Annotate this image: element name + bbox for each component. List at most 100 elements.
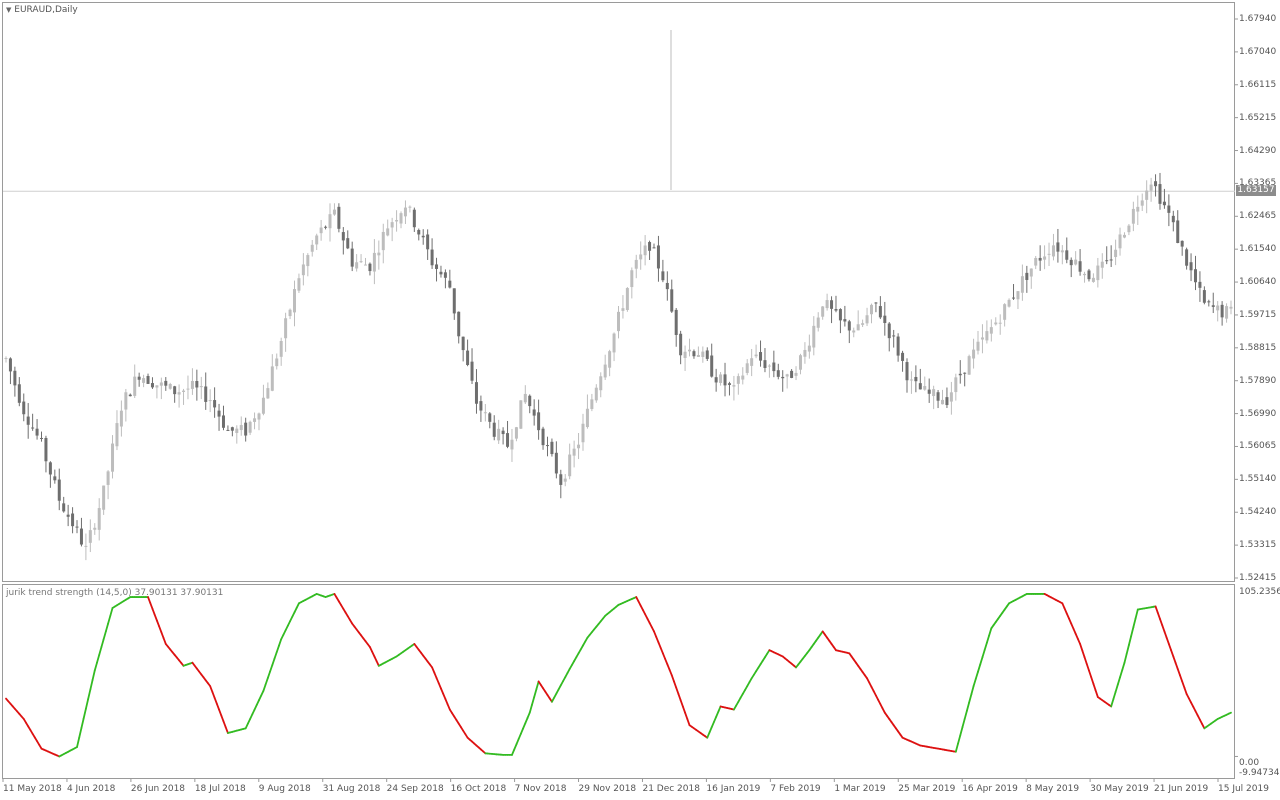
- candle-body: [306, 255, 310, 267]
- indicator-segment: [211, 691, 216, 699]
- indicator-segment: [266, 670, 271, 679]
- candle-body: [634, 259, 638, 269]
- date-tick-label: 25 Mar 2019: [898, 784, 956, 794]
- indicator-segment: [442, 692, 447, 700]
- candle-body: [44, 437, 48, 462]
- candle-body: [812, 325, 816, 348]
- candle-body: [736, 376, 740, 384]
- candle-body: [927, 389, 931, 394]
- candle-body: [1171, 215, 1175, 223]
- candle-body: [359, 261, 363, 263]
- price-tick-label: 1.67040: [1239, 46, 1277, 57]
- price-tick-label: 1.63365: [1239, 178, 1277, 189]
- indicator-segment: [215, 702, 220, 711]
- candle-body: [310, 244, 314, 252]
- candle-body: [674, 309, 678, 335]
- candle-body: [301, 264, 305, 276]
- indicator-segment: [686, 718, 691, 727]
- candle-body: [1118, 234, 1122, 249]
- candle-body: [1216, 305, 1220, 311]
- candle-body: [124, 392, 128, 410]
- candle-body: [1038, 257, 1042, 261]
- indicator-segment: [1132, 617, 1137, 629]
- candle-body: [443, 272, 447, 278]
- price-chart-pane[interactable]: [2, 2, 1235, 582]
- indicator-segment: [675, 686, 680, 695]
- candle-body: [892, 335, 896, 337]
- candle-body: [71, 513, 75, 527]
- candle-body: [435, 264, 439, 269]
- candle-body: [1091, 277, 1095, 282]
- indicator-segment: [269, 664, 274, 673]
- date-tick-label: 15 Jul 2019: [1218, 784, 1269, 794]
- candle-body: [40, 437, 44, 439]
- indicator-segment: [1128, 635, 1133, 646]
- candle-body: [248, 421, 252, 433]
- indicator-segment: [513, 743, 518, 751]
- candle-body: [128, 394, 132, 397]
- candle-body: [213, 400, 217, 408]
- candle-body: [869, 304, 873, 315]
- candle-body: [497, 428, 501, 441]
- indicator-segment: [708, 726, 713, 734]
- candle-body: [1122, 234, 1126, 238]
- candle-body: [399, 213, 403, 224]
- candle-body: [608, 351, 612, 368]
- candle-body: [630, 270, 634, 288]
- indicator-segment: [1125, 644, 1130, 655]
- date-tick-label: 16 Jan 2019: [706, 784, 761, 794]
- dropdown-triangle-icon[interactable]: ▼: [6, 6, 12, 14]
- candle-body: [1207, 301, 1211, 303]
- candle-body: [843, 319, 847, 322]
- indicator-segment: [1159, 618, 1164, 627]
- candle-body: [452, 288, 456, 314]
- indicator-segment: [519, 727, 524, 735]
- candle-body: [861, 323, 865, 325]
- candle-body: [701, 351, 705, 357]
- indicator-segment: [1076, 637, 1081, 645]
- candle-body: [461, 336, 465, 351]
- indicator-segment: [156, 619, 161, 628]
- candle-body: [332, 209, 336, 215]
- candle-body: [492, 422, 496, 437]
- indicator-segment: [661, 652, 667, 660]
- indicator-segment: [102, 630, 107, 641]
- indicator-segment: [673, 680, 678, 689]
- candle-body: [62, 503, 66, 512]
- indicator-segment: [983, 641, 988, 651]
- indicator-segment: [76, 736, 81, 748]
- candle-body: [883, 315, 887, 324]
- candle-body: [1158, 184, 1162, 204]
- candle-body: [878, 306, 882, 318]
- indicator-segment: [1134, 608, 1139, 620]
- candle-body: [625, 288, 629, 310]
- indicator-segment: [1167, 643, 1172, 652]
- candle-body: [324, 226, 328, 228]
- candle-body: [914, 376, 918, 382]
- candle-body: [985, 331, 989, 341]
- indicator-pane[interactable]: [2, 584, 1235, 779]
- price-tick-label: 1.57890: [1239, 375, 1277, 386]
- candle-body: [97, 508, 101, 530]
- candle-body: [470, 361, 474, 381]
- date-tick-label: 16 Oct 2018: [450, 784, 507, 794]
- candle-body: [346, 238, 350, 249]
- indicator-segment: [668, 668, 673, 677]
- indicator-segment: [531, 696, 536, 706]
- candle-body: [714, 377, 718, 383]
- date-tick-label: 4 Jun 2018: [66, 784, 116, 794]
- candle-body: [621, 308, 625, 311]
- candle-body: [13, 370, 17, 386]
- candle-body: [328, 214, 332, 229]
- candle-body: [1211, 305, 1215, 307]
- indicator-segment: [222, 720, 227, 729]
- price-tick-label: 1.58815: [1239, 342, 1277, 353]
- candle-body: [315, 235, 319, 245]
- candle-body: [26, 416, 30, 425]
- symbol-title[interactable]: ▼ EURAUD,Daily: [6, 5, 78, 15]
- date-tick-label: 16 Apr 2019: [962, 784, 1018, 794]
- candle-body: [514, 427, 518, 439]
- candle-body: [825, 300, 829, 309]
- price-tick-label: 1.61540: [1239, 244, 1277, 255]
- indicator-segment: [1179, 674, 1184, 683]
